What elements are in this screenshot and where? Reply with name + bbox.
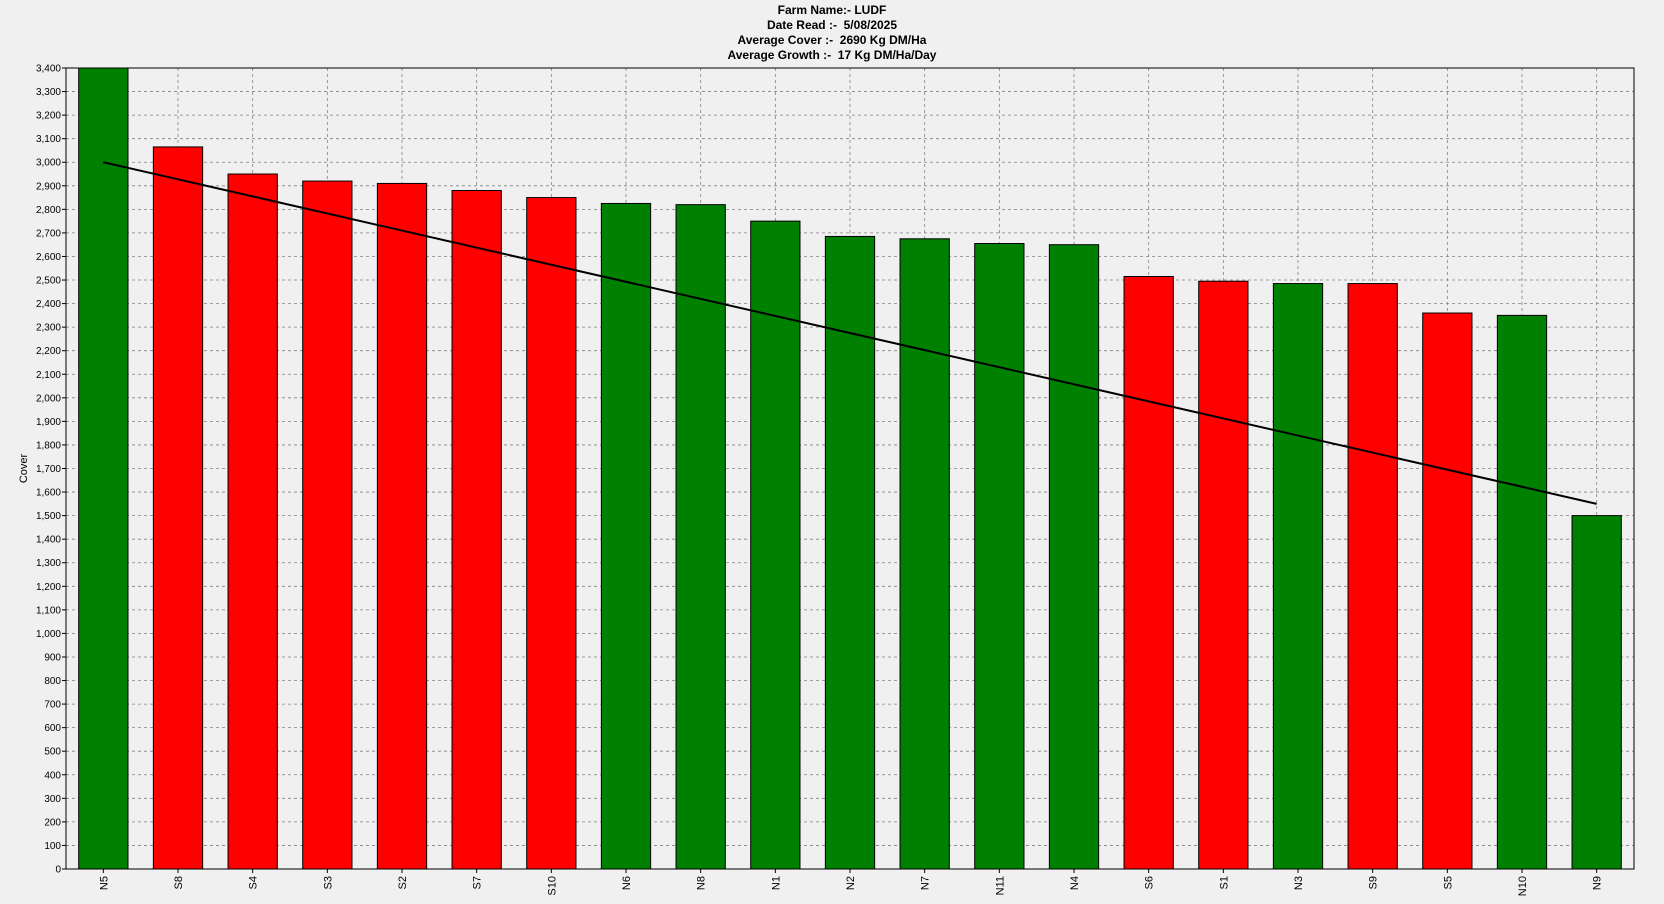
y-tick-label: 1,900: [36, 417, 61, 428]
y-tick-label: 1,800: [36, 440, 61, 451]
bar-n10: [1496, 314, 1548, 870]
bar-s8: [152, 146, 204, 870]
date-read-line: Date Read :- 5/08/2025: [766, 18, 898, 32]
y-tick-label: 3,100: [36, 134, 61, 145]
bar-s5: [1422, 312, 1473, 870]
y-tick-label: 3,200: [36, 111, 61, 122]
x-tick-label: N3: [1293, 876, 1305, 890]
y-tick-label: 100: [44, 841, 61, 852]
bar-s1: [1198, 280, 1249, 870]
bar-n11: [974, 243, 1025, 870]
x-tick-label: N9: [1592, 876, 1604, 890]
y-tick-label: 2,500: [36, 276, 61, 287]
x-tick-label: N6: [621, 876, 633, 890]
y-tick-label: 2,600: [36, 252, 61, 263]
x-tick-label: N7: [920, 876, 932, 890]
bar-n9: [1571, 515, 1622, 870]
y-tick-label: 1,200: [36, 582, 61, 593]
y-tick-label: 2,000: [36, 393, 61, 404]
y-tick-label: 1,500: [36, 511, 61, 522]
y-tick-label: 1,300: [36, 558, 61, 569]
y-tick-label: 400: [44, 770, 61, 781]
bar-n3: [1272, 283, 1324, 870]
bar-n6: [600, 202, 652, 870]
bars: [78, 67, 1622, 870]
y-tick-label: 1,000: [36, 629, 61, 640]
trend-line-group: [103, 161, 1597, 505]
x-tick-label: S6: [1144, 876, 1156, 889]
x-tick-label: S7: [472, 876, 484, 889]
y-tick-label: 800: [44, 676, 61, 687]
y-tick-label: 200: [44, 817, 61, 828]
bar-s2: [376, 182, 428, 870]
chart-header: Farm Name:- LUDF Date Read :- 5/08/2025 …: [0, 3, 1664, 63]
x-tick-label: N5: [98, 876, 110, 890]
x-tick-label: N8: [696, 876, 708, 890]
y-axis-label: Cover: [18, 453, 30, 483]
trend-line: [103, 161, 1597, 505]
y-tick-label: 1,600: [36, 488, 61, 499]
x-tick-label: N10: [1517, 876, 1529, 896]
y-tick-label: 600: [44, 723, 61, 734]
x-tick-label: N4: [1069, 876, 1081, 890]
y-tick-label: 1,700: [36, 464, 61, 475]
x-tick-label: N1: [770, 876, 782, 890]
y-tick-label: 2,900: [36, 181, 61, 192]
y-tick-label: 700: [44, 700, 61, 711]
y-tick-label: 3,400: [36, 64, 61, 75]
bar-n4: [1048, 244, 1100, 870]
bar-n8: [675, 204, 726, 870]
bar-n2: [824, 235, 876, 870]
bar-n7: [899, 238, 950, 870]
y-tick-label: 500: [44, 747, 61, 758]
y-tick-label: 3,000: [36, 158, 61, 169]
axes: 0 100 200 300 400 500 600 700 800 900 1,000 1,100 1,…: [36, 64, 1604, 897]
bar-n5: [78, 67, 129, 870]
bar-s7: [451, 190, 502, 870]
bar-s6: [1123, 275, 1174, 870]
average-cover-line: Average Cover :- 2690 Kg DM/Ha: [737, 33, 927, 47]
y-tick-label: 900: [44, 652, 61, 663]
x-tick-label: S1: [1218, 876, 1230, 889]
y-tick-label: 2,100: [36, 370, 61, 381]
x-tick-label: N11: [994, 876, 1006, 895]
x-tick-label: S5: [1442, 876, 1454, 889]
x-tick-label: S8: [173, 876, 185, 889]
y-tick-label: 2,200: [36, 346, 61, 357]
y-tick-label: 3,300: [36, 87, 61, 98]
x-tick-label: N2: [845, 876, 857, 890]
bar-n1: [750, 220, 801, 870]
y-tick-label: 2,700: [36, 228, 61, 239]
y-tick-label: 2,400: [36, 299, 61, 310]
bar-s9: [1347, 283, 1398, 870]
x-tick-label: S3: [322, 876, 334, 889]
x-tick-label: S10: [546, 876, 558, 896]
y-tick-label: 300: [44, 794, 61, 805]
farm-name-line: Farm Name:- LUDF: [777, 3, 887, 17]
bar-s10: [526, 197, 577, 870]
x-tick-label: S9: [1368, 876, 1380, 889]
y-tick-label: 2,800: [36, 205, 61, 216]
y-tick-label: 0: [55, 865, 61, 876]
y-tick-label: 1,100: [36, 605, 61, 616]
y-tick-label: 1,400: [36, 535, 61, 546]
x-tick-label: S4: [248, 876, 260, 889]
x-tick-label: S2: [397, 876, 409, 889]
average-growth-line: Average Growth :- 17 Kg DM/Ha/Day: [727, 48, 937, 62]
bar-s4: [227, 173, 278, 870]
y-tick-label: 2,300: [36, 323, 61, 334]
bar-s3: [302, 180, 353, 870]
